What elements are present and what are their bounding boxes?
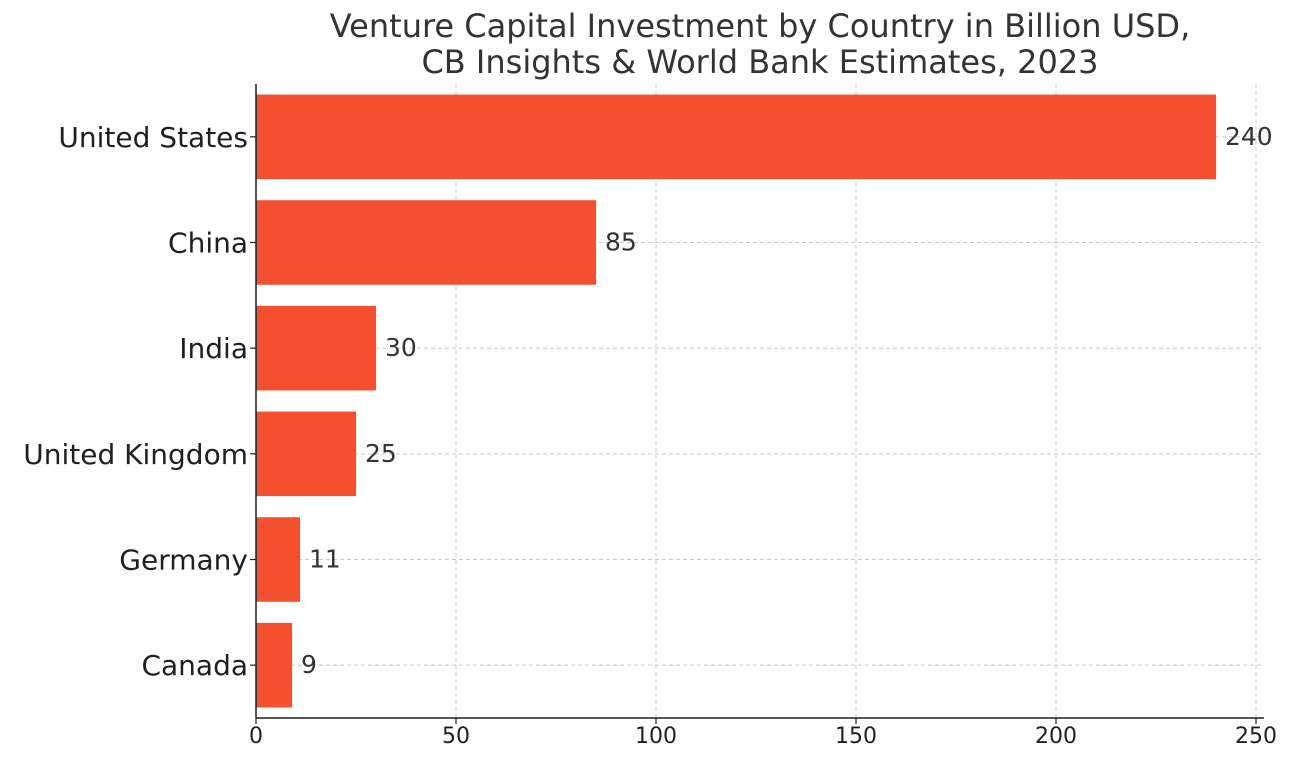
bar [256,305,376,391]
category-label: Canada [141,649,248,682]
x-tick-label: 250 [1235,724,1277,749]
bars [256,94,1216,708]
chart-title-line-1: Venture Capital Investment by Country in… [330,7,1190,45]
bar-value-label: 30 [385,333,417,362]
bar [256,517,300,602]
x-tick-label: 50 [442,724,470,749]
bar-value-label: 9 [301,650,317,679]
chart-title-line-2: CB Insights & World Bank Estimates, 2023 [421,43,1098,81]
bar [256,411,356,497]
bar [256,200,596,285]
category-label: United Kingdom [23,438,248,471]
x-tick-label: 150 [835,724,877,749]
axes [250,84,1264,724]
labels: 240 United States 85 China 30 India 25 United K… [23,121,1277,749]
category-label: United States [58,121,248,154]
x-tick-label: 0 [249,724,263,749]
bar [256,94,1216,180]
bar-value-label: 11 [309,545,341,574]
chart-title: Venture Capital Investment by Country in… [330,7,1190,81]
bar-value-label: 240 [1225,122,1273,151]
category-label: Germany [119,544,248,577]
category-label: India [179,332,248,365]
bar-value-label: 85 [605,228,637,257]
bar [256,622,292,708]
x-tick-label: 100 [635,724,677,749]
x-tick-label: 200 [1035,724,1077,749]
bar-value-label: 25 [365,439,397,468]
category-label: China [168,227,248,260]
